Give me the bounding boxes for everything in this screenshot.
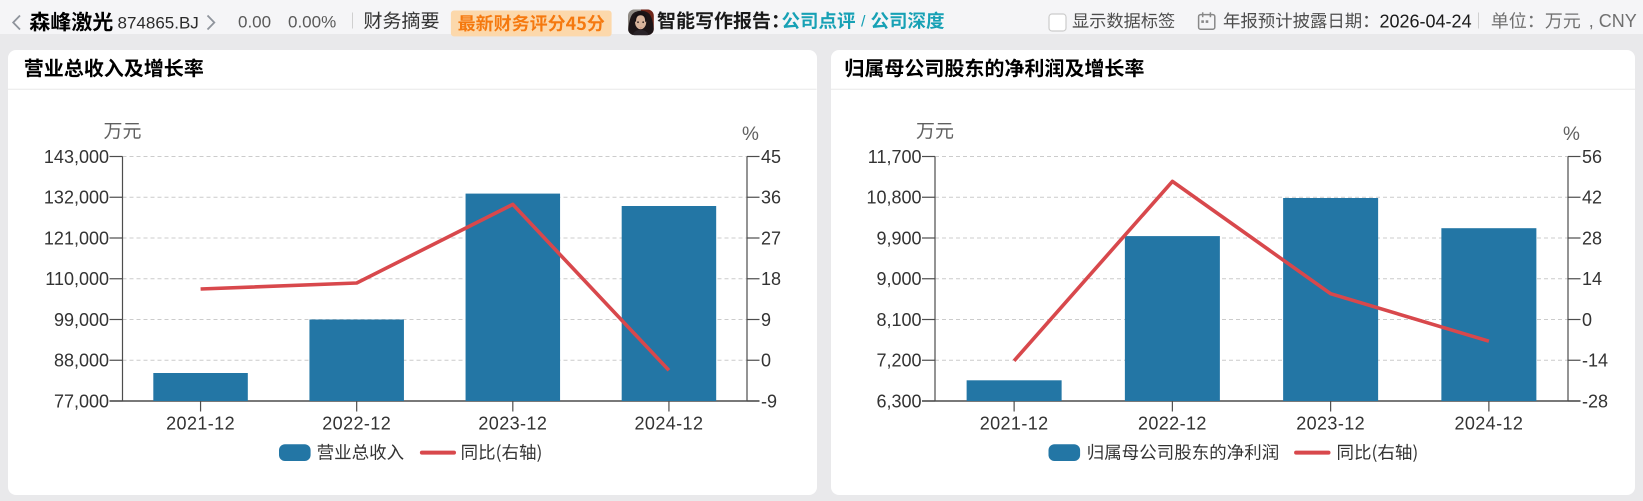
- svg-text:2024-12: 2024-12: [635, 414, 704, 434]
- svg-text:0: 0: [1582, 310, 1592, 330]
- svg-text:0.00%: 0.00%: [288, 13, 336, 32]
- svg-text:2021-12: 2021-12: [166, 414, 235, 434]
- svg-text:56: 56: [1582, 147, 1602, 167]
- svg-text:6,300: 6,300: [876, 391, 921, 411]
- svg-text:2023-12: 2023-12: [1296, 414, 1365, 434]
- svg-text:2023-12: 2023-12: [478, 414, 547, 434]
- svg-text:121,000: 121,000: [44, 228, 109, 248]
- svg-text:14: 14: [1582, 269, 1602, 289]
- svg-text:0.00: 0.00: [238, 13, 271, 32]
- svg-text:%: %: [1563, 124, 1580, 145]
- svg-text:88,000: 88,000: [54, 351, 109, 371]
- svg-text:/: /: [861, 14, 866, 31]
- svg-text:11,700: 11,700: [868, 147, 922, 167]
- svg-text:27: 27: [761, 228, 781, 248]
- svg-text:36: 36: [761, 188, 781, 208]
- svg-text:2021-12: 2021-12: [980, 414, 1049, 434]
- svg-text:18: 18: [761, 269, 781, 289]
- svg-text:8,100: 8,100: [876, 310, 921, 330]
- svg-text:45: 45: [761, 147, 781, 167]
- svg-text:110,000: 110,000: [45, 269, 109, 289]
- svg-text:2022-12: 2022-12: [1138, 414, 1207, 434]
- svg-text:-28: -28: [1582, 391, 1608, 411]
- svg-text:0: 0: [761, 351, 771, 371]
- svg-text:77,000: 77,000: [54, 391, 109, 411]
- svg-text:-14: -14: [1582, 351, 1608, 371]
- svg-text:874865.BJ: 874865.BJ: [118, 13, 199, 32]
- svg-text:9,900: 9,900: [876, 228, 921, 248]
- svg-text:, CNY: , CNY: [1589, 11, 1637, 31]
- svg-text:99,000: 99,000: [54, 310, 109, 330]
- svg-text:10,800: 10,800: [866, 188, 921, 208]
- svg-text:132,000: 132,000: [44, 188, 109, 208]
- svg-text:9,000: 9,000: [876, 269, 921, 289]
- svg-text:2024-12: 2024-12: [1454, 414, 1523, 434]
- svg-text:2026-04-24: 2026-04-24: [1380, 12, 1472, 32]
- svg-text:2022-12: 2022-12: [322, 414, 391, 434]
- svg-text:-9: -9: [761, 391, 777, 411]
- svg-text:28: 28: [1582, 228, 1602, 248]
- svg-text:42: 42: [1582, 188, 1602, 208]
- svg-text:%: %: [742, 124, 759, 145]
- svg-text:9: 9: [761, 310, 771, 330]
- svg-text:143,000: 143,000: [44, 147, 109, 167]
- svg-text:7,200: 7,200: [876, 351, 921, 371]
